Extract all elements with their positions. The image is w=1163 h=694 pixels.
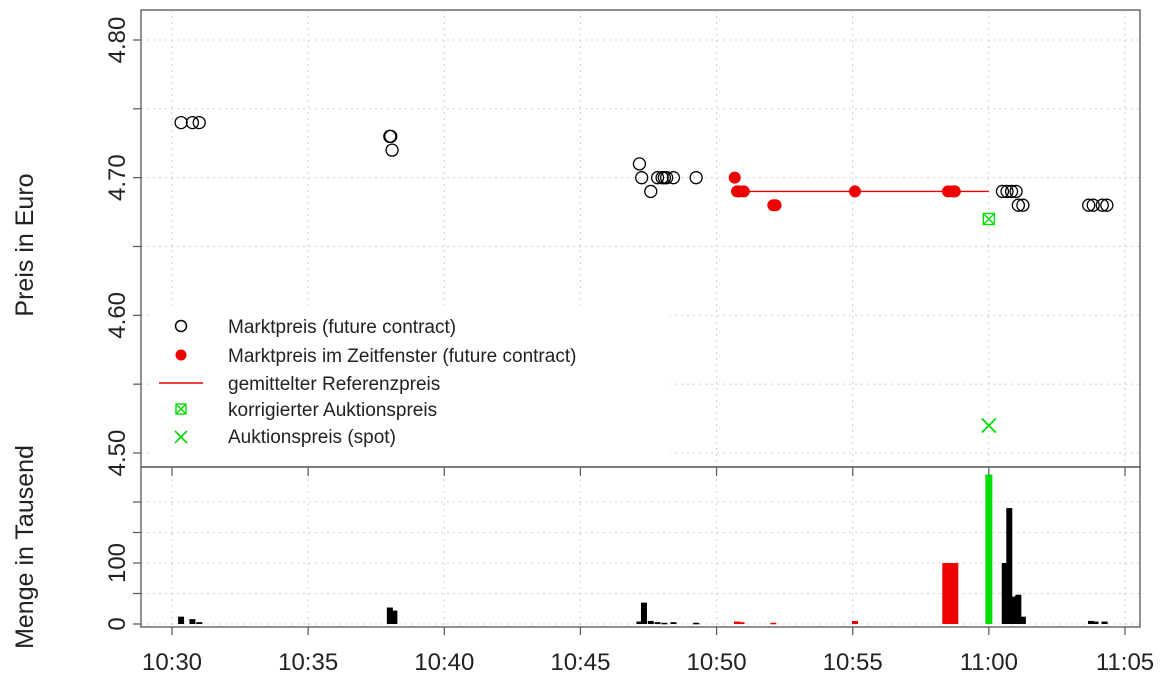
- window-price-point: [769, 199, 782, 212]
- legend: Marktpreis (future contract) Marktpreis …: [150, 305, 670, 463]
- point-layer: [174, 115, 1114, 434]
- volume-bar: [386, 607, 393, 624]
- volume-bar: [647, 620, 654, 624]
- top-y-axis-title: Preis in Euro: [11, 173, 39, 316]
- volume-bar: [738, 622, 745, 624]
- legend-label-4: Auktionspreis (spot): [228, 427, 396, 448]
- top-y-tick-label: 4.80: [104, 17, 131, 64]
- top-y-tick-label: 4.70: [104, 154, 131, 201]
- volume-bar: [770, 622, 777, 625]
- market-price-point: [995, 184, 1010, 199]
- bar-layer: [178, 474, 1108, 625]
- legend-label-0: Marktpreis (future contract): [228, 317, 456, 338]
- market-price-point: [635, 171, 649, 185]
- legend-background: [150, 305, 670, 463]
- window-price-point: [848, 185, 861, 198]
- market-price-point: [384, 129, 398, 144]
- volume-bar: [1015, 594, 1022, 624]
- x-tick-label: 11:05: [1096, 649, 1154, 676]
- volume-bar: [636, 621, 643, 624]
- market-price-point: [689, 171, 703, 185]
- x-tick-label: 10:30: [142, 649, 202, 676]
- market-price-point: [666, 171, 681, 185]
- bottom-plot-frame: [140, 466, 1141, 628]
- x-tick-label: 10:40: [414, 649, 474, 676]
- volume-bar: [1010, 596, 1017, 624]
- market-price-point: [192, 115, 206, 130]
- legend-label-2: gemittelter Referenzpreis: [228, 374, 440, 395]
- volume-bar: [733, 621, 740, 624]
- window-price-point: [737, 185, 750, 198]
- market-price-point: [1095, 198, 1109, 212]
- volume-bar: [654, 622, 661, 624]
- market-price-point: [1086, 198, 1100, 212]
- top-y-tick-label: 4.50: [104, 430, 131, 477]
- volume-bar: [189, 619, 196, 624]
- market-price-point: [1009, 184, 1023, 199]
- market-price-point: [1016, 198, 1030, 212]
- x-tick-label: 10:45: [550, 649, 610, 676]
- market-price-point: [185, 115, 200, 130]
- volume-bar: [1001, 563, 1008, 624]
- market-price-point: [1000, 184, 1014, 199]
- legend-filled-circle-icon: [175, 349, 187, 361]
- market-price-point: [1004, 184, 1019, 199]
- corrected-auction-price-point: [982, 212, 996, 226]
- volume-bar: [640, 602, 647, 624]
- market-price-point: [632, 157, 647, 171]
- legend-open-circle-icon: [174, 319, 188, 333]
- volume-bar: [178, 616, 185, 624]
- crossed-square-diag: [982, 212, 995, 225]
- volume-bar: [670, 622, 677, 624]
- volume-bar: [1101, 621, 1108, 624]
- x-tick-label: 10:35: [278, 649, 338, 676]
- legend-label-3: korrigierter Auktionspreis: [228, 400, 437, 421]
- bottom-y-axis-title: Menge in Tausend: [11, 445, 39, 649]
- market-price-point: [1082, 198, 1096, 212]
- volume-bar: [985, 474, 993, 624]
- crossed-square-box: [982, 212, 996, 226]
- volume-bar: [1092, 621, 1099, 624]
- x-tick-label: 10:50: [687, 649, 747, 676]
- bottom-y-tick-label: 0: [104, 617, 131, 630]
- market-price-point: [1100, 198, 1114, 212]
- volume-bar: [851, 620, 858, 624]
- volume-bar: [942, 563, 959, 624]
- x-mark-stroke: [981, 417, 997, 434]
- x-tick-label: 10:55: [823, 649, 883, 676]
- volume-bar: [1006, 508, 1013, 624]
- x-tick-label: 11:00: [960, 649, 1018, 676]
- volume-bar: [693, 622, 700, 625]
- legend-label-1: Marktpreis im Zeitfenster (future contra…: [228, 346, 576, 367]
- volume-bar: [196, 622, 203, 624]
- window-price-point: [728, 171, 741, 184]
- market-price-point: [660, 171, 674, 185]
- market-price-point: [1011, 198, 1026, 212]
- window-price-point: [948, 185, 961, 198]
- volume-bar: [1087, 620, 1094, 624]
- top-y-tick-label: 4.60: [104, 292, 131, 339]
- market-price-point: [650, 171, 665, 185]
- bottom-y-tick-label: 100: [104, 543, 131, 583]
- volume-bar: [661, 622, 668, 625]
- spot-auction-price-point: [981, 417, 997, 434]
- market-price-point: [644, 184, 658, 199]
- volume-bar: [391, 610, 398, 624]
- legend-crossed-square-icon: [175, 403, 187, 415]
- market-price-point: [385, 143, 399, 157]
- legend-x-icon: [174, 430, 188, 444]
- axis-layer: 10:30 10:35 10:40 10:45 10:50 10:55 11:00 11:05…: [104, 17, 1154, 676]
- market-price-point: [174, 115, 188, 130]
- volume-bar: [1019, 616, 1026, 624]
